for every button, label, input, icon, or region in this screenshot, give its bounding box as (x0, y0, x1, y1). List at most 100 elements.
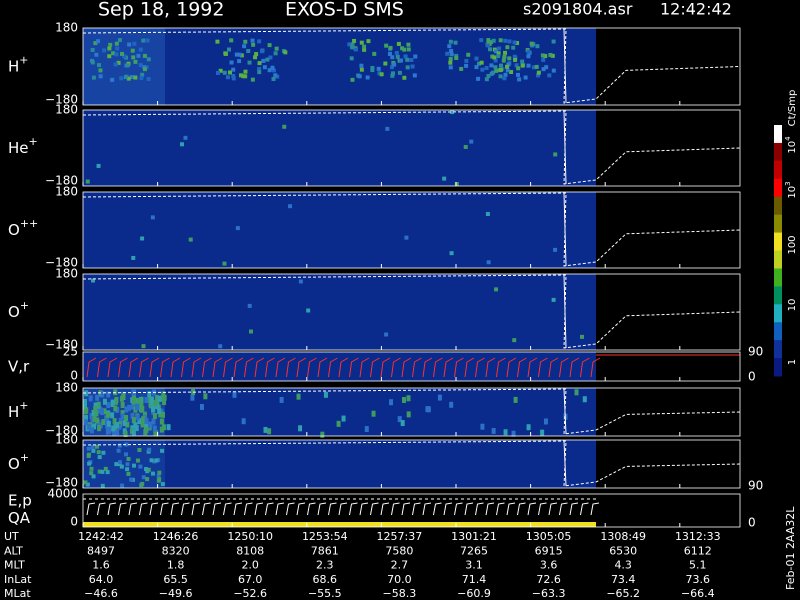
colorbar-label: 104 (784, 136, 798, 154)
spectrogram-cell (320, 431, 325, 438)
spectrogram-cell (112, 418, 117, 425)
spectrogram-cell (131, 255, 136, 260)
colorbar-label: 1 (787, 359, 798, 365)
spectrogram-cell (497, 46, 502, 51)
spectrogram-cell (138, 464, 143, 469)
spectrogram-cell (87, 461, 92, 466)
panel: O+180−180 (8, 267, 741, 352)
panel-bg (83, 110, 596, 186)
spectrogram-cell (140, 421, 145, 428)
spectrogram-cell (506, 62, 511, 67)
spectrogram-cell (129, 477, 134, 482)
spectrogram-cell (131, 417, 136, 424)
colorbar-title: Ct/Smp (787, 90, 798, 127)
spectrogram-cell (425, 406, 430, 413)
label-sup: + (20, 451, 29, 464)
spectrogram-cell (120, 401, 125, 408)
velocity-trace (275, 357, 286, 378)
velocity-trace (590, 357, 601, 378)
spectrogram-cell (551, 297, 556, 302)
spectrogram-cell (505, 64, 510, 69)
early-region (83, 28, 165, 105)
spectrogram-cell (132, 463, 137, 468)
spectrogram-cell (160, 482, 165, 487)
spectrogram-cell (526, 63, 531, 68)
spectrogram-cell (241, 418, 246, 425)
spectrogram-cell (474, 65, 479, 70)
spectrogram-cell (491, 38, 496, 43)
spectrogram-cell (133, 422, 138, 429)
spectrogram-cell (218, 344, 223, 349)
row-value: 8320 (162, 544, 190, 557)
spectrogram-cell (298, 279, 303, 284)
footer: Feb-01 2AA32L (784, 506, 797, 590)
spectrogram-cell (243, 39, 248, 44)
y-top-label: 180 (55, 381, 78, 395)
spectrogram-cell (114, 41, 119, 46)
colorbar-segment (774, 214, 782, 234)
row-value: 2.3 (316, 559, 334, 572)
row-value: 1.8 (167, 559, 185, 572)
spectrogram-cell (454, 56, 459, 61)
spectrogram-cell (543, 54, 548, 59)
spectrogram-cell (104, 419, 109, 426)
velocity-trace (475, 357, 485, 378)
spectrogram-cell (106, 391, 111, 398)
label-text: E,p (8, 491, 32, 509)
spectrogram-cell (203, 393, 208, 400)
spectrogram-cell (111, 425, 116, 432)
spectrogram-cell (517, 77, 522, 82)
velocity-trace (160, 357, 170, 378)
velocity-trace (370, 357, 380, 378)
spectrogram-cell (491, 427, 496, 434)
spectrogram-cell (492, 55, 497, 60)
spectrogram-cell (298, 425, 303, 432)
spectrogram-cell (529, 41, 534, 46)
velocity-trace (244, 357, 254, 378)
spectrogram-cell (493, 58, 498, 63)
spectrogram-cell (487, 47, 492, 52)
spectrogram-cell (231, 76, 236, 81)
row-value: 6530 (609, 544, 637, 557)
spectrogram-cell (130, 412, 135, 419)
spectrogram-cell (396, 41, 401, 46)
spectrogram-cell (270, 65, 275, 70)
spectrogram-cell (239, 53, 244, 58)
spectrogram-cell (96, 450, 101, 455)
spectrogram-cell (267, 68, 272, 73)
velocity-trace (223, 357, 233, 378)
spectrogram-cell (372, 51, 377, 56)
energy-trace (538, 502, 547, 516)
velocity-trace (496, 357, 506, 378)
spectrogram-cell (397, 70, 402, 75)
spectrogram-cell (544, 65, 549, 70)
spectrogram-cell (132, 41, 137, 46)
row-value: 70.0 (387, 573, 412, 586)
spectrogram-cell (267, 428, 272, 435)
velocity-trace (265, 357, 275, 378)
spectrogram-cell (512, 54, 517, 59)
spectrogram-cell (541, 67, 546, 72)
velocity-trace (107, 357, 118, 378)
spectrogram-cell (237, 59, 242, 64)
orbit-line (563, 440, 567, 487)
velocity-trace (433, 357, 443, 378)
spectrogram-cell (513, 57, 518, 62)
energy-trace (401, 502, 411, 516)
spectrogram-cell (526, 54, 531, 59)
colorbar-segment (774, 268, 782, 287)
spectrogram-cell (389, 65, 394, 70)
spectrogram-cell (387, 52, 392, 57)
spectrogram-cell (489, 71, 494, 76)
spectrogram-cell (145, 38, 150, 43)
y-top-label: 180 (55, 185, 78, 199)
spectrogram-cell (395, 54, 400, 59)
velocity-trace (191, 357, 202, 378)
spectrogram-cell (136, 53, 141, 58)
spectrogram-cell (152, 412, 157, 419)
velocity-trace (139, 357, 149, 378)
spectrogram-cell (227, 70, 232, 75)
spectrogram-cell (116, 448, 121, 453)
spectrogram-cell (85, 482, 90, 487)
panel-frame (82, 109, 741, 187)
